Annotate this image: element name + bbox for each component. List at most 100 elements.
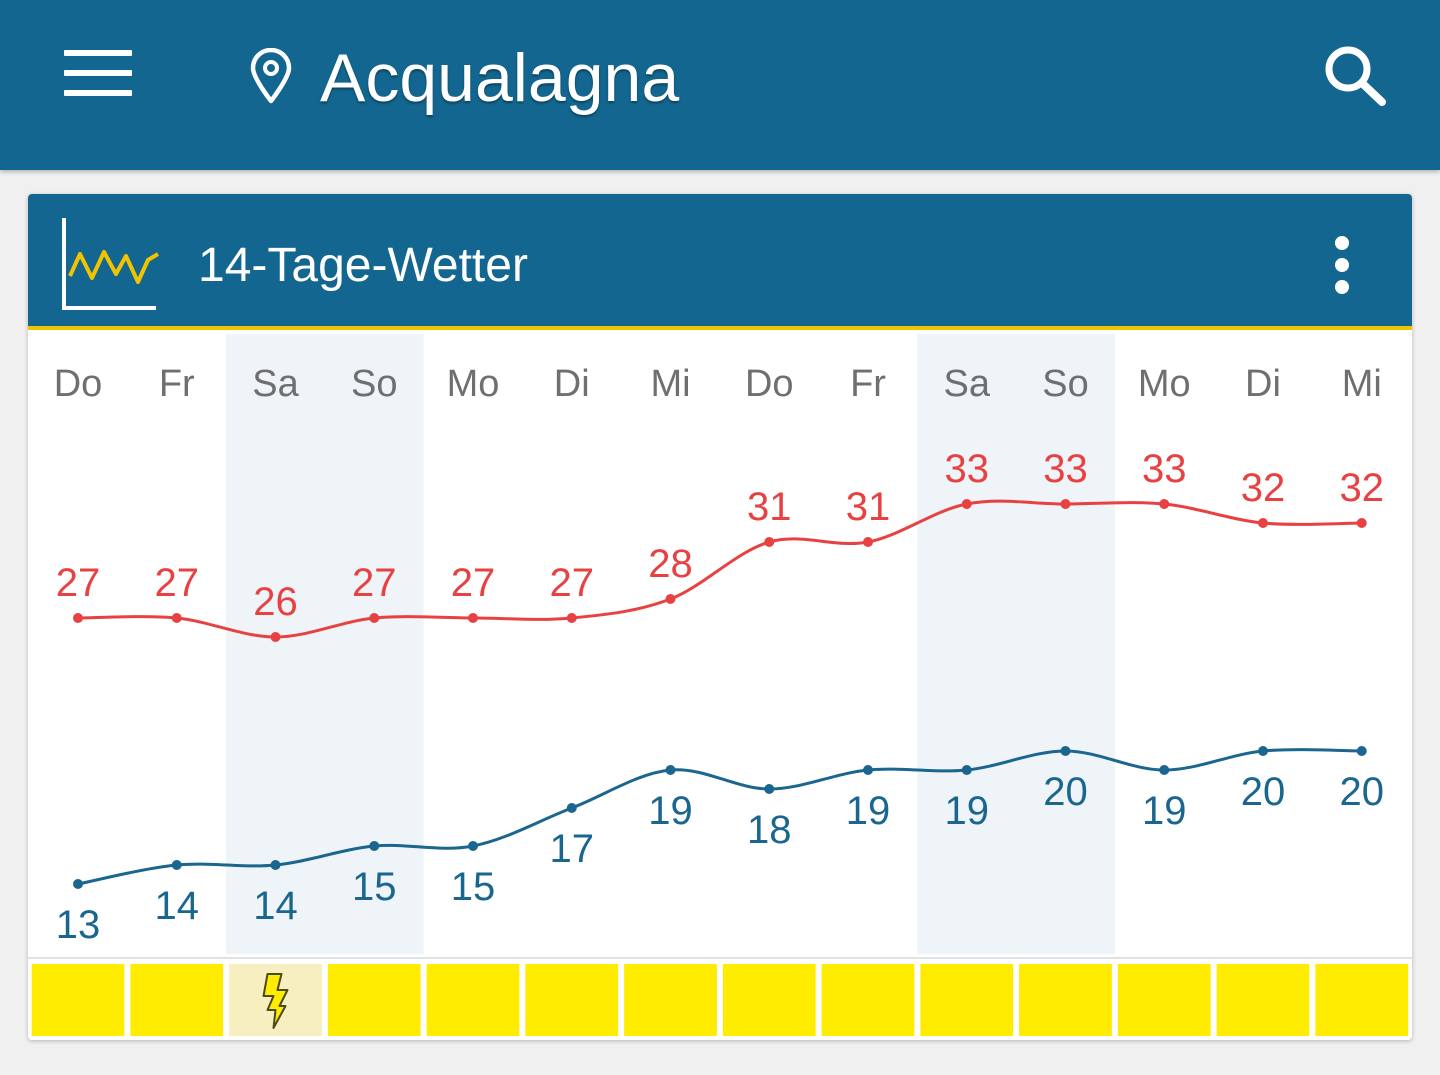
data-point (369, 841, 380, 851)
data-label: 14 (253, 884, 298, 928)
day-label: Sa (252, 363, 299, 405)
weather-cell[interactable] (31, 964, 125, 1036)
weekend-column (324, 334, 424, 954)
day-label: Di (1245, 363, 1281, 405)
data-point (764, 784, 775, 794)
data-label: 32 (1340, 466, 1385, 510)
day-label: Mi (650, 363, 690, 405)
series-line-0 (77, 499, 1362, 639)
data-label: 19 (1142, 789, 1187, 833)
day-label: Di (554, 363, 590, 405)
weather-cell[interactable] (1019, 964, 1112, 1036)
data-point (73, 879, 83, 889)
data-label: 19 (648, 789, 693, 833)
data-point (73, 613, 83, 623)
trend-chart-icon (62, 218, 160, 310)
data-label: 19 (846, 789, 891, 833)
weekend-column (917, 334, 1017, 954)
data-point (566, 613, 577, 623)
data-label: 28 (648, 542, 693, 586)
weather-cell[interactable] (327, 964, 421, 1036)
day-label: Mo (1138, 363, 1191, 405)
data-label: 27 (155, 561, 200, 605)
weather-cell[interactable] (821, 964, 915, 1036)
app-bar: Acqualagna (0, 0, 1440, 170)
temperature-chart: Do Fr Sa So Mo Di Mi Do Fr Sa So Mo Di Mi 27 27 26 27 27 27… (28, 334, 1412, 1036)
data-point (665, 594, 676, 604)
day-label: Do (54, 363, 103, 405)
data-label: 15 (451, 865, 496, 909)
day-label: So (351, 363, 397, 405)
data-point (1258, 518, 1268, 528)
data-point (1159, 499, 1170, 509)
data-label: 31 (846, 485, 891, 529)
data-point (566, 803, 577, 813)
location-title[interactable]: Acqualagna (320, 40, 680, 116)
data-point (1159, 765, 1170, 775)
data-label: 20 (1340, 770, 1385, 814)
day-label: Sa (944, 363, 991, 405)
data-point (468, 613, 478, 623)
weather-cell[interactable] (130, 964, 224, 1036)
weather-cell[interactable] (1117, 964, 1211, 1036)
data-label: 19 (945, 789, 990, 833)
weather-cell[interactable] (525, 964, 619, 1036)
data-point (665, 765, 676, 775)
data-point (171, 860, 182, 870)
data-label: 27 (352, 561, 397, 605)
data-point (1356, 746, 1367, 756)
more-vert-icon[interactable] (1324, 236, 1360, 294)
data-label: 27 (56, 561, 101, 605)
weather-cell[interactable] (624, 964, 717, 1036)
data-label: 17 (550, 827, 595, 871)
weekend-column (226, 334, 325, 954)
search-icon[interactable] (1322, 42, 1390, 106)
weather-cell[interactable] (722, 964, 816, 1036)
data-point (1060, 499, 1071, 509)
card-title: 14-Tage-Wetter (198, 239, 528, 292)
data-label: 18 (747, 808, 792, 852)
data-point (270, 632, 281, 642)
data-label: 20 (1043, 770, 1088, 814)
data-point (369, 613, 380, 623)
data-label: 33 (1142, 447, 1187, 491)
weather-cell[interactable] (920, 964, 1014, 1036)
card-header: 14-Tage-Wetter (28, 194, 1412, 330)
data-label: 33 (1043, 447, 1088, 491)
data-point (764, 537, 775, 547)
data-label: 27 (550, 561, 595, 605)
day-label: Fr (850, 363, 886, 405)
data-point (863, 765, 873, 775)
data-point (1356, 518, 1367, 528)
weather-cell[interactable] (426, 964, 520, 1036)
data-point (468, 841, 478, 851)
weather-cell[interactable] (1216, 964, 1310, 1036)
data-point (1258, 746, 1268, 756)
data-point (863, 537, 873, 547)
data-label: 33 (945, 447, 990, 491)
data-label: 14 (155, 884, 200, 928)
data-label: 31 (747, 485, 792, 529)
data-label: 26 (253, 580, 298, 624)
data-label: 20 (1241, 770, 1286, 814)
data-point (171, 613, 182, 623)
forecast-card: 14-Tage-Wetter Do Fr Sa So Mo Di Mi Do Fr Sa So Mo D… (28, 194, 1412, 1040)
data-label: 32 (1241, 466, 1286, 510)
day-label: Fr (159, 363, 195, 405)
thunderstorm-lightning-icon (262, 973, 289, 1029)
data-label: 15 (352, 865, 397, 909)
weather-cell[interactable] (1315, 964, 1409, 1036)
data-point (1060, 746, 1071, 756)
hamburger-menu-icon[interactable] (64, 50, 132, 96)
data-point (270, 860, 281, 870)
day-label: Do (745, 363, 794, 405)
series-line-1 (77, 748, 1362, 886)
data-label: 13 (56, 903, 101, 947)
day-label: Mo (447, 363, 500, 405)
data-point (961, 499, 972, 509)
weekend-column (1016, 334, 1115, 954)
map-pin-icon (250, 48, 292, 104)
day-label: So (1042, 363, 1088, 405)
day-label: Mi (1342, 363, 1382, 405)
data-point (961, 765, 972, 775)
